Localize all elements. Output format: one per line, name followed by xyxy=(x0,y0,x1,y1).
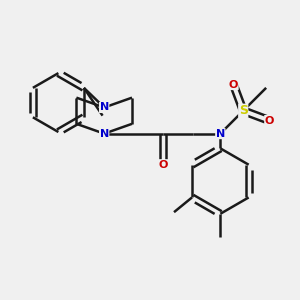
Text: S: S xyxy=(239,104,248,117)
Text: N: N xyxy=(100,129,109,139)
Text: N: N xyxy=(216,129,225,139)
Text: O: O xyxy=(158,160,168,170)
Text: O: O xyxy=(265,116,274,126)
Text: O: O xyxy=(229,80,238,90)
Text: N: N xyxy=(100,103,109,112)
